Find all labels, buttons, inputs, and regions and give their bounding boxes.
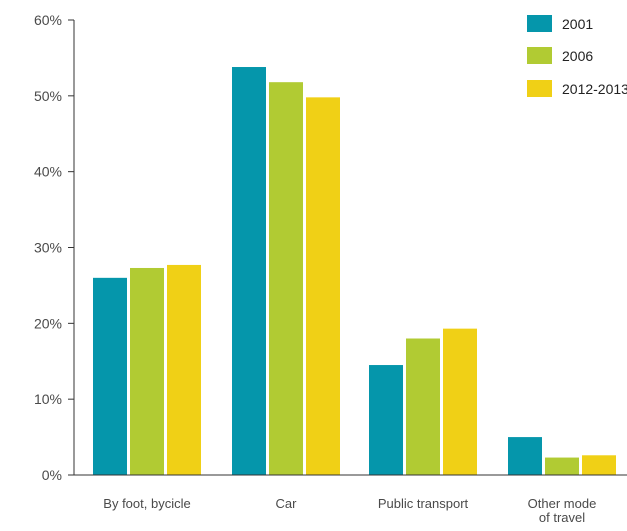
legend-swatch bbox=[527, 15, 552, 32]
y-tick-label: 20% bbox=[34, 315, 62, 331]
y-tick-label: 30% bbox=[34, 240, 62, 256]
bar bbox=[306, 97, 340, 475]
bar bbox=[167, 264, 201, 475]
legend-label: 2001 bbox=[562, 16, 593, 32]
bar bbox=[130, 267, 164, 475]
legend-label: 2006 bbox=[562, 48, 593, 64]
legend-swatch bbox=[527, 47, 552, 64]
y-tick-label: 40% bbox=[34, 164, 62, 180]
x-tick-label: By foot, bycicle bbox=[103, 496, 190, 511]
y-axis: 0% 10% 20% 30% 40% 50% 60% bbox=[34, 12, 75, 483]
x-tick-label: Other mode bbox=[528, 496, 597, 511]
x-tick-label: Car bbox=[276, 496, 298, 511]
bar bbox=[93, 277, 127, 475]
legend-swatch bbox=[527, 80, 552, 97]
bar bbox=[582, 455, 616, 475]
bar bbox=[269, 82, 303, 475]
y-tick-label: 50% bbox=[34, 88, 62, 104]
legend-label: 2012-2013 bbox=[562, 81, 627, 97]
x-axis: By foot, bycicle Car Public transport Other… bbox=[74, 474, 627, 525]
y-tick-label: 10% bbox=[34, 391, 62, 407]
bar bbox=[443, 328, 477, 475]
bar bbox=[406, 338, 440, 475]
bar bbox=[508, 437, 542, 475]
bar bbox=[232, 67, 266, 476]
y-tick-label: 60% bbox=[34, 12, 62, 28]
x-tick-label: of travel bbox=[539, 510, 585, 525]
legend: 2001 2006 2012-2013 bbox=[527, 15, 627, 97]
bar bbox=[369, 365, 403, 475]
bars bbox=[93, 67, 616, 476]
y-tick-label: 0% bbox=[42, 467, 62, 483]
x-tick-label: Public transport bbox=[378, 496, 469, 511]
bar bbox=[545, 457, 579, 475]
